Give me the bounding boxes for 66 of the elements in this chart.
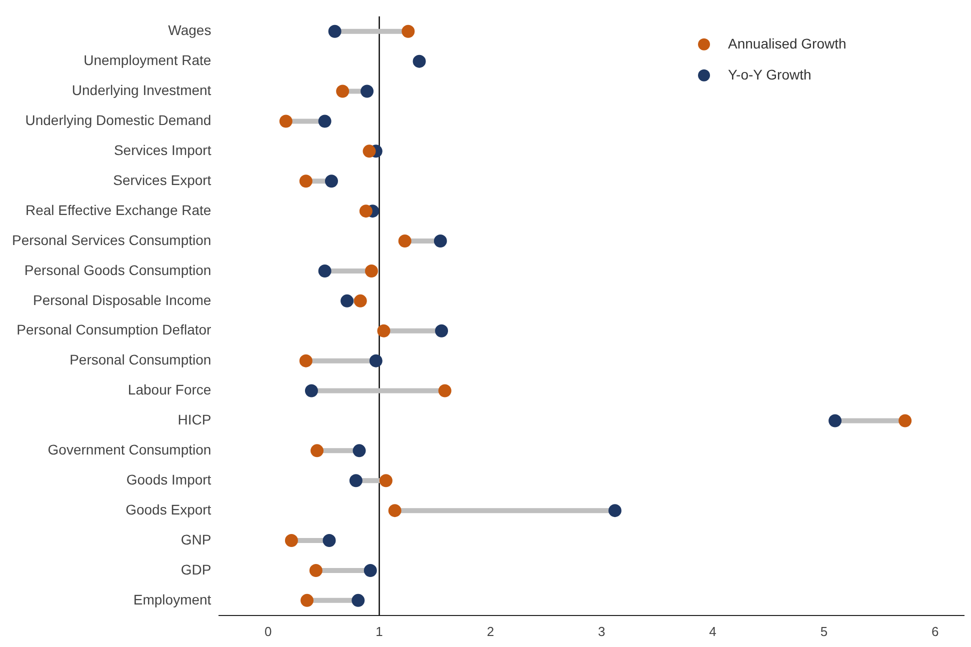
point — [402, 24, 415, 38]
point — [898, 414, 912, 428]
y-tick-label: Services Import — [114, 142, 212, 158]
y-tick-label: GNP — [180, 531, 212, 548]
point — [354, 294, 367, 308]
y-tick-label: HICP — [178, 412, 212, 428]
y-tick-label: Services Export — [113, 172, 212, 188]
y-tick-label: Government Consumption — [48, 442, 212, 458]
point — [364, 564, 377, 577]
legend-label: Y-o-Y Growth — [728, 66, 812, 82]
point — [352, 444, 366, 458]
point — [828, 414, 842, 428]
point — [412, 54, 426, 68]
point — [349, 474, 362, 488]
y-tick-label: GDP — [180, 561, 212, 578]
y-tick-label: Personal Disposable Income — [32, 292, 212, 308]
y-tick-label: Goods Export — [126, 501, 212, 518]
x-tick-label: 5 — [820, 624, 828, 639]
point — [322, 534, 336, 548]
y-tick-label: Underlying Investment — [72, 82, 212, 98]
point — [284, 534, 298, 548]
y-tick-label: Personal Consumption — [70, 352, 212, 368]
point — [434, 234, 447, 248]
x-tick-label: 2 — [486, 624, 494, 639]
point — [438, 384, 452, 398]
point — [365, 264, 378, 278]
point — [379, 474, 392, 488]
point — [300, 594, 314, 607]
y-tick-label: Wages — [168, 22, 212, 38]
point — [299, 174, 312, 188]
point — [304, 384, 318, 398]
point — [388, 504, 402, 518]
point — [336, 84, 350, 98]
point — [608, 504, 622, 518]
x-tick-label: 1 — [376, 624, 383, 639]
point — [377, 324, 390, 338]
point — [435, 324, 448, 338]
x-tick-label: 6 — [931, 624, 939, 639]
point — [369, 354, 382, 368]
point — [398, 234, 412, 248]
x-tick-label: 4 — [709, 624, 716, 639]
y-tick-label: Personal Goods Consumption — [24, 262, 212, 278]
point — [328, 24, 342, 38]
point — [360, 84, 374, 98]
point — [309, 564, 322, 577]
y-tick-label: Unemployment Rate — [84, 52, 212, 68]
x-tick-label: 0 — [264, 624, 272, 639]
point — [340, 294, 354, 308]
x-tick-label: 3 — [598, 624, 606, 639]
y-tick-label: Employment — [133, 591, 212, 608]
y-tick-label: Labour Force — [128, 382, 212, 398]
y-tick-label: Goods Import — [126, 471, 212, 488]
point — [362, 144, 376, 158]
legend-label: Annualised Growth — [728, 35, 846, 52]
y-tick-label: Real Effective Exchange Rate — [25, 202, 212, 218]
point — [359, 204, 372, 218]
point — [318, 264, 332, 278]
point — [352, 594, 365, 607]
y-tick-label: Personal Consumption Deflator — [16, 322, 212, 338]
y-tick-label: Personal Services Consumption — [12, 232, 212, 248]
point — [318, 114, 332, 128]
point — [324, 174, 338, 188]
point — [299, 354, 312, 368]
point — [310, 444, 324, 458]
y-tick-label: Underlying Domestic Demand — [25, 112, 212, 128]
point — [279, 114, 292, 128]
